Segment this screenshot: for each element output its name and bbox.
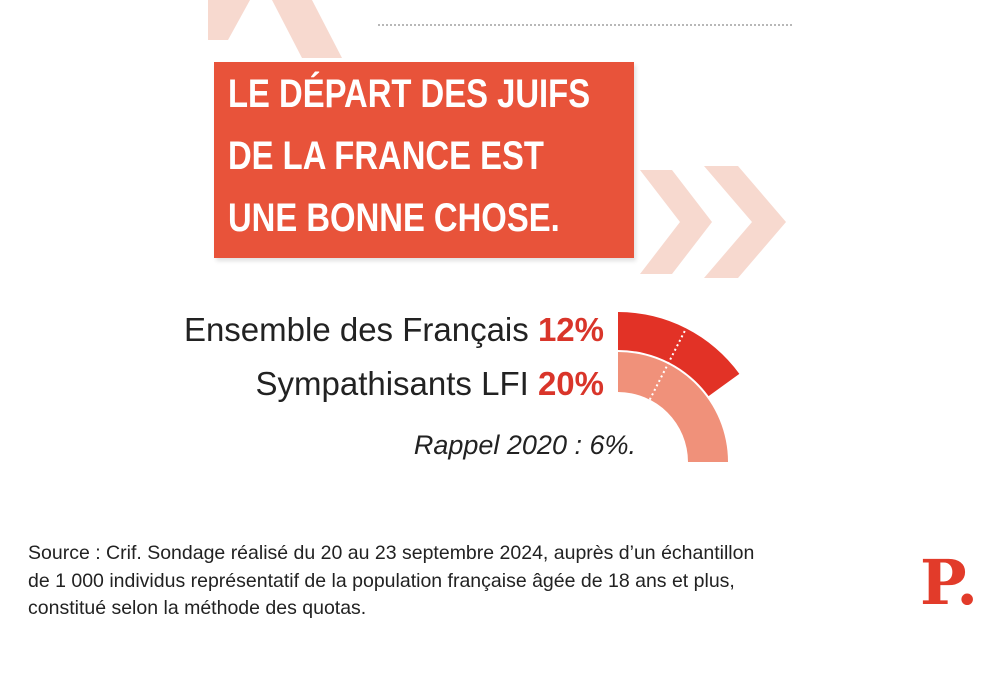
value-lfi: 20%: [537, 365, 604, 402]
value-ensemble: 12%: [537, 311, 604, 348]
chevron-right-2: [704, 166, 786, 278]
source-line-3: constitué selon la méthode des quotas.: [28, 597, 367, 619]
source-note: Source : Crif. Sondage réalisé du 20 au …: [28, 540, 848, 623]
headline-line-1: LE DÉPART DES JUIFS: [228, 72, 591, 116]
publication-logo: P.: [920, 546, 978, 619]
chevron-top-left-1: [208, 0, 250, 40]
row-lfi: Sympathisants LFI 20%: [255, 366, 604, 402]
headline-box: LE DÉPART DES JUIFS DE LA FRANCE EST UNE…: [214, 62, 634, 258]
source-line-1: Source : Crif. Sondage réalisé du 20 au …: [28, 542, 755, 564]
row-ensemble: Ensemble des Français 12%: [184, 312, 604, 348]
source-line-2: de 1 000 individus représentatif de la p…: [28, 569, 735, 592]
chevron-right-1: [640, 170, 712, 274]
headline-line-3: UNE BONNE CHOSE.: [228, 196, 560, 240]
bar-lfi: [618, 352, 728, 462]
label-lfi: Sympathisants LFI: [255, 365, 529, 402]
headline-line-2: DE LA FRANCE EST: [228, 134, 544, 178]
reference-note: Rappel 2020 : 6%.: [413, 430, 636, 460]
chevron-top-left-2: [272, 0, 342, 58]
label-ensemble: Ensemble des Français: [183, 311, 529, 348]
bar-ensemble: [618, 312, 740, 397]
dotted-divider: [378, 24, 792, 26]
radial-bar-chart: [618, 312, 740, 462]
